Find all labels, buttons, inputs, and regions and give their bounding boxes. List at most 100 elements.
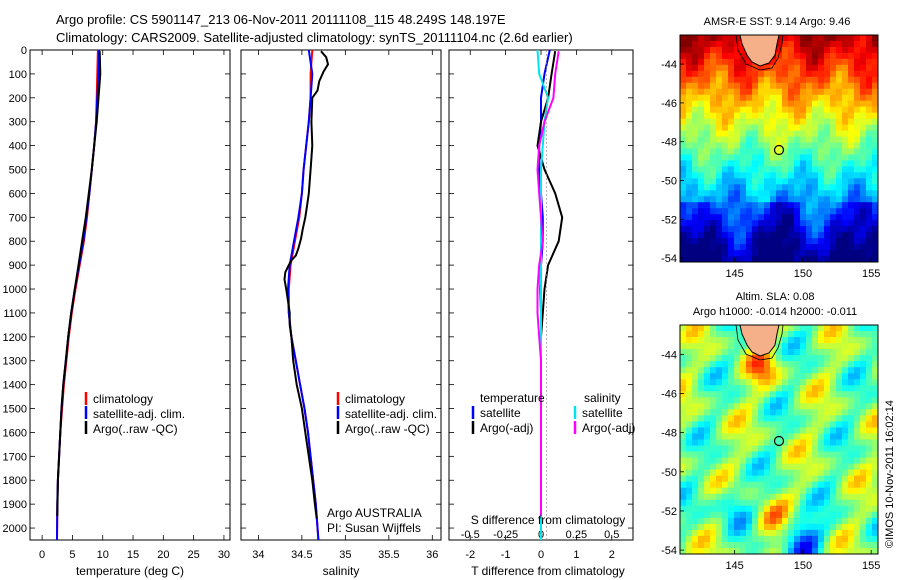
map-x-tick-label: 155 [862, 268, 880, 280]
heatmap-cell [854, 130, 861, 138]
heatmap-cell [686, 481, 693, 489]
heatmap-cell [794, 196, 801, 203]
heatmap-cell [836, 325, 843, 332]
heatmap-cell [818, 337, 825, 344]
heatmap-cell [680, 355, 687, 362]
heatmap-cell [842, 130, 849, 138]
heatmap-cell [800, 82, 807, 90]
heatmap-cell [848, 343, 855, 350]
heatmap-cell [788, 40, 795, 48]
series-line-salinity-argo-adj- [536, 51, 560, 517]
heatmap-cell [776, 208, 783, 215]
map-y-tick-label: -46 [661, 389, 677, 401]
heatmap-cell [830, 325, 837, 332]
heatmap-cell [752, 112, 759, 120]
heatmap-cell [746, 517, 753, 525]
legend-label-climatology: climatology [93, 392, 153, 406]
heatmap-cell [710, 106, 717, 114]
heatmap-cell [716, 250, 723, 257]
heatmap-cell [788, 178, 795, 185]
heatmap-cell [824, 40, 831, 48]
heatmap-cell [800, 112, 807, 120]
heatmap-cell [698, 505, 705, 513]
heatmap-cell [800, 445, 807, 453]
sst-heatmap [680, 35, 878, 262]
heatmap-cell [716, 244, 723, 251]
heatmap-cell [794, 226, 801, 233]
heatmap-cell [770, 244, 777, 251]
heatmap-cell [734, 208, 741, 215]
depth-tick-label: 200 [9, 93, 27, 105]
heatmap-cell [800, 379, 807, 386]
heatmap-cell [776, 166, 783, 173]
tasmania-contour [735, 325, 784, 361]
heatmap-cell [680, 112, 687, 120]
heatmap-cell [770, 232, 777, 239]
heatmap-cell [800, 118, 807, 126]
heatmap-cell [716, 421, 723, 429]
heatmap-cell [692, 166, 699, 173]
heatmap-cell [824, 58, 831, 66]
heatmap-cell [794, 106, 801, 114]
heatmap-cell [776, 511, 783, 519]
heatmap-cell [680, 40, 687, 48]
heatmap-cell [836, 106, 843, 114]
heatmap-cell [818, 373, 825, 380]
heatmap-cell [836, 331, 843, 338]
heatmap-cell [758, 541, 765, 549]
heatmap-cell [680, 106, 687, 114]
heatmap-cell [686, 58, 693, 66]
heatmap-cell [770, 415, 777, 423]
heatmap-cell [698, 250, 705, 257]
heatmap-cell [860, 94, 867, 102]
heatmap-cell [680, 154, 687, 162]
heatmap-cell [872, 331, 878, 338]
heatmap-cell [836, 517, 843, 525]
heatmap-cell [728, 547, 735, 554]
heatmap-cell [770, 475, 777, 483]
heatmap-cell [758, 505, 765, 513]
heatmap-cell [842, 529, 849, 537]
heatmap-cell [746, 112, 753, 120]
heatmap-cell [716, 178, 723, 185]
heatmap-cell [776, 493, 783, 501]
heatmap-cell [776, 469, 783, 477]
heatmap-cell [686, 52, 693, 60]
heatmap-cell [716, 397, 723, 404]
heatmap-cell [812, 391, 819, 398]
heatmap-cell [740, 367, 747, 374]
heatmap-cell [848, 232, 855, 239]
heatmap-cell [866, 106, 873, 114]
heatmap-cell [854, 190, 861, 197]
heatmap-cell [752, 130, 759, 138]
heatmap-cell [740, 196, 747, 203]
heatmap-cell [788, 238, 795, 245]
heatmap-cell [692, 226, 699, 233]
legend-title-salinity: salinity [584, 391, 621, 405]
heatmap-cell [836, 373, 843, 380]
heatmap-cell [842, 451, 849, 459]
heatmap-cell [800, 238, 807, 245]
heatmap-cell [782, 325, 789, 332]
heatmap-cell [842, 106, 849, 114]
heatmap-cell [818, 403, 825, 410]
heatmap-cell [752, 202, 759, 209]
heatmap-cell [680, 475, 687, 483]
heatmap-cell [806, 142, 813, 150]
heatmap-cell [698, 469, 705, 477]
heatmap-cell [710, 136, 717, 144]
heatmap-cell [800, 325, 807, 332]
heatmap-cell [818, 343, 825, 350]
heatmap-cell [746, 208, 753, 215]
heatmap-cell [818, 457, 825, 465]
heatmap-cell [812, 349, 819, 356]
heatmap-cell [734, 202, 741, 209]
map-y-tick-label: -48 [661, 137, 677, 149]
heatmap-cell [788, 82, 795, 90]
heatmap-cell [752, 439, 759, 447]
heatmap-cell [830, 232, 837, 239]
heatmap-cell [692, 142, 699, 150]
heatmap-cell [776, 355, 783, 362]
heatmap-cell [794, 172, 801, 179]
heatmap-cell [686, 184, 693, 191]
